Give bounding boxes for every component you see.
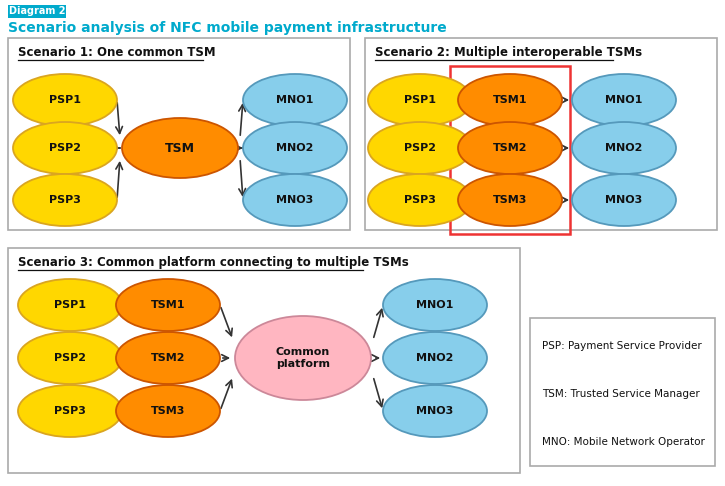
Bar (450, 66, 570, 234)
Text: Diagram 2: Diagram 2 (9, 6, 65, 17)
Ellipse shape (116, 385, 220, 437)
Text: PSP3: PSP3 (54, 406, 86, 416)
Ellipse shape (383, 385, 487, 437)
Ellipse shape (18, 332, 122, 384)
Text: TSM2: TSM2 (151, 353, 186, 363)
Text: PSP: Payment Service Provider: PSP: Payment Service Provider (542, 341, 702, 351)
Text: TSM1: TSM1 (493, 95, 527, 105)
Ellipse shape (116, 279, 220, 331)
Bar (8, 38, 350, 230)
Ellipse shape (13, 122, 117, 174)
Ellipse shape (243, 122, 347, 174)
Text: PSP1: PSP1 (404, 95, 436, 105)
Text: MNO1: MNO1 (416, 300, 454, 310)
Text: PSP3: PSP3 (404, 195, 436, 205)
Text: Scenario analysis of NFC mobile payment infrastructure: Scenario analysis of NFC mobile payment … (8, 21, 447, 35)
Text: Scenario 2: Multiple interoperable TSMs: Scenario 2: Multiple interoperable TSMs (375, 46, 642, 59)
Text: MNO2: MNO2 (276, 143, 314, 153)
Text: TSM: TSM (165, 141, 195, 155)
Text: Common
platform: Common platform (276, 347, 330, 369)
Text: MNO1: MNO1 (276, 95, 314, 105)
Ellipse shape (572, 74, 676, 126)
Ellipse shape (13, 174, 117, 226)
Text: PSP2: PSP2 (54, 353, 86, 363)
Text: PSP3: PSP3 (49, 195, 81, 205)
Text: PSP2: PSP2 (49, 143, 81, 153)
Ellipse shape (572, 122, 676, 174)
Text: TSM1: TSM1 (151, 300, 186, 310)
Bar (365, 38, 717, 230)
Text: MNO: Mobile Network Operator: MNO: Mobile Network Operator (542, 437, 705, 447)
Ellipse shape (458, 122, 562, 174)
Text: PSP1: PSP1 (54, 300, 86, 310)
Ellipse shape (458, 74, 562, 126)
Text: TSM3: TSM3 (151, 406, 185, 416)
Text: PSP1: PSP1 (49, 95, 81, 105)
Bar (8, 5, 66, 18)
Text: TSM: Trusted Service Manager: TSM: Trusted Service Manager (542, 389, 700, 399)
Ellipse shape (116, 332, 220, 384)
Text: Scenario 1: One common TSM: Scenario 1: One common TSM (18, 46, 215, 59)
Ellipse shape (368, 74, 472, 126)
Ellipse shape (368, 122, 472, 174)
Ellipse shape (383, 332, 487, 384)
Text: MNO2: MNO2 (416, 353, 454, 363)
Text: Scenario 3: Common platform connecting to multiple TSMs: Scenario 3: Common platform connecting t… (18, 256, 409, 269)
Ellipse shape (122, 118, 238, 178)
Bar (530, 318, 715, 466)
Ellipse shape (235, 316, 371, 400)
Text: MNO3: MNO3 (605, 195, 642, 205)
Ellipse shape (458, 174, 562, 226)
Text: MNO1: MNO1 (605, 95, 642, 105)
Text: MNO3: MNO3 (276, 195, 314, 205)
Ellipse shape (18, 279, 122, 331)
Text: TSM2: TSM2 (493, 143, 527, 153)
Text: PSP2: PSP2 (404, 143, 436, 153)
Ellipse shape (13, 74, 117, 126)
Ellipse shape (383, 279, 487, 331)
Bar (8, 248, 520, 473)
Ellipse shape (368, 174, 472, 226)
Ellipse shape (243, 74, 347, 126)
Ellipse shape (243, 174, 347, 226)
Text: MNO3: MNO3 (416, 406, 454, 416)
Text: TSM3: TSM3 (493, 195, 527, 205)
Text: MNO2: MNO2 (605, 143, 642, 153)
Ellipse shape (18, 385, 122, 437)
Ellipse shape (572, 174, 676, 226)
